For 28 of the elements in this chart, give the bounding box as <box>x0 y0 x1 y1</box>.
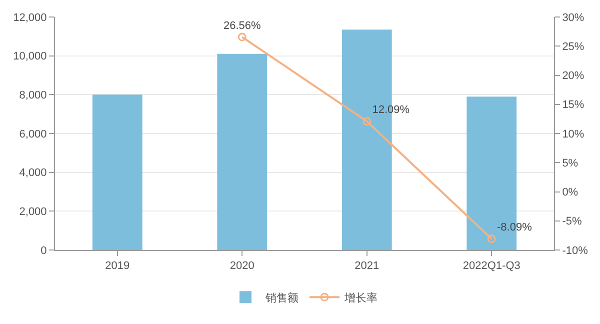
x-tick-label: 2020 <box>230 260 254 272</box>
bar <box>217 54 268 250</box>
y2-tick-label: 20% <box>562 70 584 82</box>
y2-tick-label: 25% <box>562 40 584 53</box>
y-tick-label: 6,000 <box>19 128 47 140</box>
y2-tick-label: 10% <box>562 128 584 140</box>
y2-tick-label: 30% <box>562 12 584 24</box>
point <box>238 32 246 42</box>
y2-tick-label: -10% <box>562 244 588 257</box>
y-tick-label: 0 <box>40 244 47 257</box>
bar <box>92 94 142 250</box>
point <box>487 234 496 244</box>
legend-label: 增长率 <box>344 291 378 304</box>
data-label: 26.56% <box>223 20 261 32</box>
y-tick-label: 12,000 <box>13 12 47 24</box>
x-tick-label: 2019 <box>105 260 130 272</box>
x-tick-label: 2021 <box>354 260 380 272</box>
y2-tick-label: -5% <box>562 216 582 228</box>
x-tick-label: 2022Q1-Q3 <box>462 260 520 272</box>
y-tick-label: 2,000 <box>19 206 47 218</box>
point <box>362 117 372 126</box>
y-tick-label: 4,000 <box>19 167 47 180</box>
y2-tick-label: 5% <box>562 157 578 170</box>
y-tick-label: 10,000 <box>13 50 47 63</box>
y2-tick-label: 0% <box>562 186 578 199</box>
legend-label: 销售额 <box>264 291 298 304</box>
y-tick-label: 8,000 <box>19 90 47 102</box>
y2-tick-label: 15% <box>562 99 584 112</box>
